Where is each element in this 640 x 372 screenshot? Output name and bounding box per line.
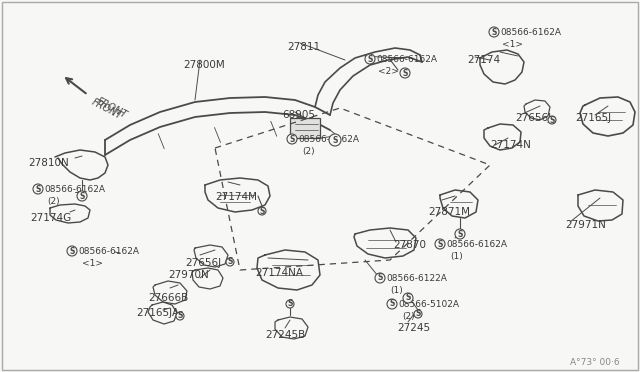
Text: FRONT: FRONT: [90, 97, 124, 121]
Text: S: S: [492, 28, 497, 36]
Text: S: S: [332, 135, 338, 144]
Text: S: S: [227, 257, 233, 266]
Text: S: S: [177, 311, 182, 321]
Text: 27656J: 27656J: [515, 113, 551, 123]
Text: S: S: [289, 135, 294, 144]
Circle shape: [258, 207, 266, 215]
Text: S: S: [378, 273, 383, 282]
Text: 27174NA: 27174NA: [255, 268, 303, 278]
Text: 27971N: 27971N: [565, 220, 606, 230]
Text: 08566-6162A: 08566-6162A: [500, 28, 561, 37]
Text: 27810N: 27810N: [28, 158, 68, 168]
FancyBboxPatch shape: [290, 118, 320, 138]
Text: 27245B: 27245B: [265, 330, 305, 340]
Text: <1>: <1>: [82, 259, 103, 268]
Circle shape: [489, 27, 499, 37]
Circle shape: [548, 116, 556, 124]
Text: S: S: [415, 310, 420, 318]
Text: (2): (2): [402, 312, 415, 321]
Text: 68905: 68905: [282, 110, 315, 120]
Circle shape: [414, 310, 422, 318]
Text: 08566-5102A: 08566-5102A: [398, 300, 459, 309]
Circle shape: [435, 239, 445, 249]
Circle shape: [403, 293, 413, 303]
Circle shape: [329, 134, 341, 146]
Circle shape: [286, 300, 294, 308]
Text: 27165JA: 27165JA: [136, 308, 179, 318]
Text: S: S: [287, 299, 292, 308]
Text: 27970N: 27970N: [168, 270, 209, 280]
Text: 27174N: 27174N: [490, 140, 531, 150]
Text: (2): (2): [302, 147, 315, 156]
Text: (1): (1): [390, 286, 403, 295]
Circle shape: [77, 191, 87, 201]
Text: S: S: [389, 299, 395, 308]
Text: 08566-6162A: 08566-6162A: [78, 247, 139, 256]
Text: S: S: [403, 68, 408, 77]
Text: (1): (1): [450, 252, 463, 261]
Text: 27666B: 27666B: [148, 293, 188, 303]
Text: S: S: [458, 230, 463, 238]
Circle shape: [400, 68, 410, 78]
Circle shape: [455, 229, 465, 239]
Text: S: S: [437, 240, 443, 248]
Circle shape: [365, 54, 375, 64]
Text: 27174M: 27174M: [215, 192, 257, 202]
Text: FRONT: FRONT: [95, 96, 129, 121]
Text: S: S: [259, 206, 265, 215]
Text: 27174: 27174: [467, 55, 500, 65]
Circle shape: [375, 273, 385, 283]
Text: 08566-6162A: 08566-6162A: [298, 135, 359, 144]
Circle shape: [67, 246, 77, 256]
Circle shape: [176, 312, 184, 320]
Text: 27871M: 27871M: [428, 207, 470, 217]
Text: 27165J: 27165J: [575, 113, 611, 123]
Circle shape: [387, 299, 397, 309]
Text: (2): (2): [47, 197, 60, 206]
Text: S: S: [35, 185, 41, 193]
Text: 27656J: 27656J: [185, 258, 221, 268]
Text: 08566-6162A: 08566-6162A: [446, 240, 507, 249]
Text: A°73° 00·6: A°73° 00·6: [570, 358, 620, 367]
Circle shape: [287, 134, 297, 144]
Circle shape: [33, 184, 43, 194]
Text: 27800M: 27800M: [183, 60, 225, 70]
Text: 08566-6162A: 08566-6162A: [376, 55, 437, 64]
Text: 27870: 27870: [393, 240, 426, 250]
Text: 27811: 27811: [287, 42, 320, 52]
Text: 27174G: 27174G: [30, 213, 71, 223]
Text: S: S: [79, 192, 84, 201]
Text: 27245: 27245: [397, 323, 430, 333]
Text: 08566-6122A: 08566-6122A: [386, 274, 447, 283]
Text: S: S: [69, 247, 75, 256]
Text: S: S: [549, 115, 555, 125]
Text: 08566-6162A: 08566-6162A: [44, 185, 105, 194]
Text: <2>: <2>: [378, 67, 399, 76]
Text: <1>: <1>: [502, 40, 523, 49]
Circle shape: [226, 258, 234, 266]
Text: S: S: [367, 55, 372, 64]
Text: S: S: [405, 294, 411, 302]
